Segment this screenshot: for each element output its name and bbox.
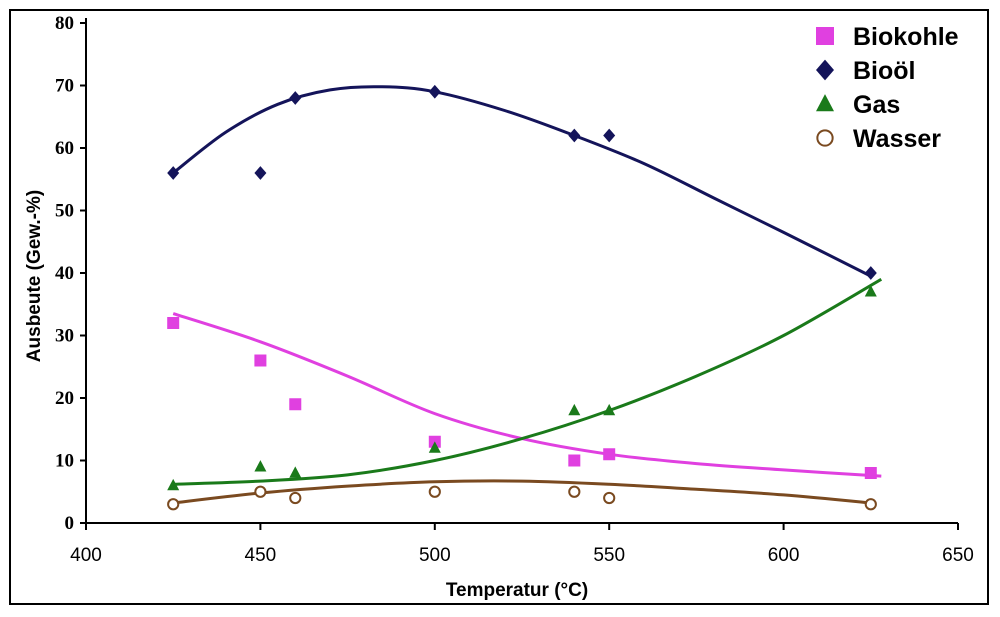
legend-label-biooel: Bioöl (853, 57, 916, 85)
data-point-biooel (864, 266, 877, 280)
x-axis-title: Temperatur (°C) (446, 580, 588, 601)
trend-line-biooel (172, 85, 872, 278)
data-point-biokohle (864, 467, 877, 479)
legend-marker-biooel (816, 59, 834, 81)
data-point-biooel (603, 128, 616, 143)
legend-label-biokohle: Biokohle (853, 23, 959, 51)
data-point-wasser (568, 485, 581, 498)
y-tick-label: 0 (65, 513, 75, 534)
data-point-wasser (603, 491, 616, 505)
data-point-gas (568, 403, 581, 416)
trend-line-biokohle (172, 312, 882, 478)
data-point-gas (254, 460, 267, 472)
data-point-wasser (428, 485, 441, 498)
y-tick-label: 20 (55, 388, 74, 409)
data-point-biokohle (603, 448, 616, 461)
data-point-wasser (167, 498, 180, 511)
legend-marker-gas (816, 94, 834, 112)
data-point-biokohle (167, 317, 180, 329)
data-point-biooel (568, 128, 581, 143)
data-point-wasser (289, 491, 302, 505)
data-point-biokohle (289, 398, 302, 411)
y-tick-label: 10 (55, 451, 74, 472)
data-point-biooel (428, 84, 441, 99)
y-axis-title: Ausbeute (Gew.-%) (24, 190, 45, 362)
data-point-gas (167, 478, 180, 491)
x-tick-label: 550 (593, 545, 625, 566)
data-point-biooel (254, 166, 267, 180)
legend-label-gas: Gas (853, 91, 900, 119)
x-tick-label: 600 (768, 545, 800, 566)
y-tick-label: 40 (55, 263, 74, 284)
data-point-wasser (254, 485, 267, 498)
y-tick-label: 70 (55, 76, 74, 97)
x-tick-label: 450 (245, 545, 277, 566)
data-point-gas (864, 285, 877, 297)
legend-marker-biokohle (816, 27, 834, 45)
y-tick-label: 80 (55, 13, 74, 34)
data-point-biokohle (568, 454, 581, 467)
data-point-biokohle (254, 354, 267, 367)
data-point-biooel (289, 91, 302, 105)
x-tick-label: 650 (942, 545, 974, 566)
trend-line-wasser (173, 479, 871, 505)
x-tick-label: 400 (70, 545, 102, 566)
y-tick-label: 60 (55, 138, 74, 159)
y-tick-label: 30 (55, 326, 74, 347)
data-point-gas (603, 403, 616, 416)
legend-label-wasser: Wasser (853, 125, 941, 153)
data-point-gas (289, 466, 302, 478)
data-point-gas (428, 441, 441, 453)
trend-line-gas (173, 277, 883, 486)
legend-marker-wasser (816, 129, 834, 147)
data-point-wasser (864, 498, 877, 511)
y-tick-label: 50 (55, 201, 74, 222)
data-point-biooel (167, 166, 180, 180)
x-tick-label: 500 (419, 545, 451, 566)
